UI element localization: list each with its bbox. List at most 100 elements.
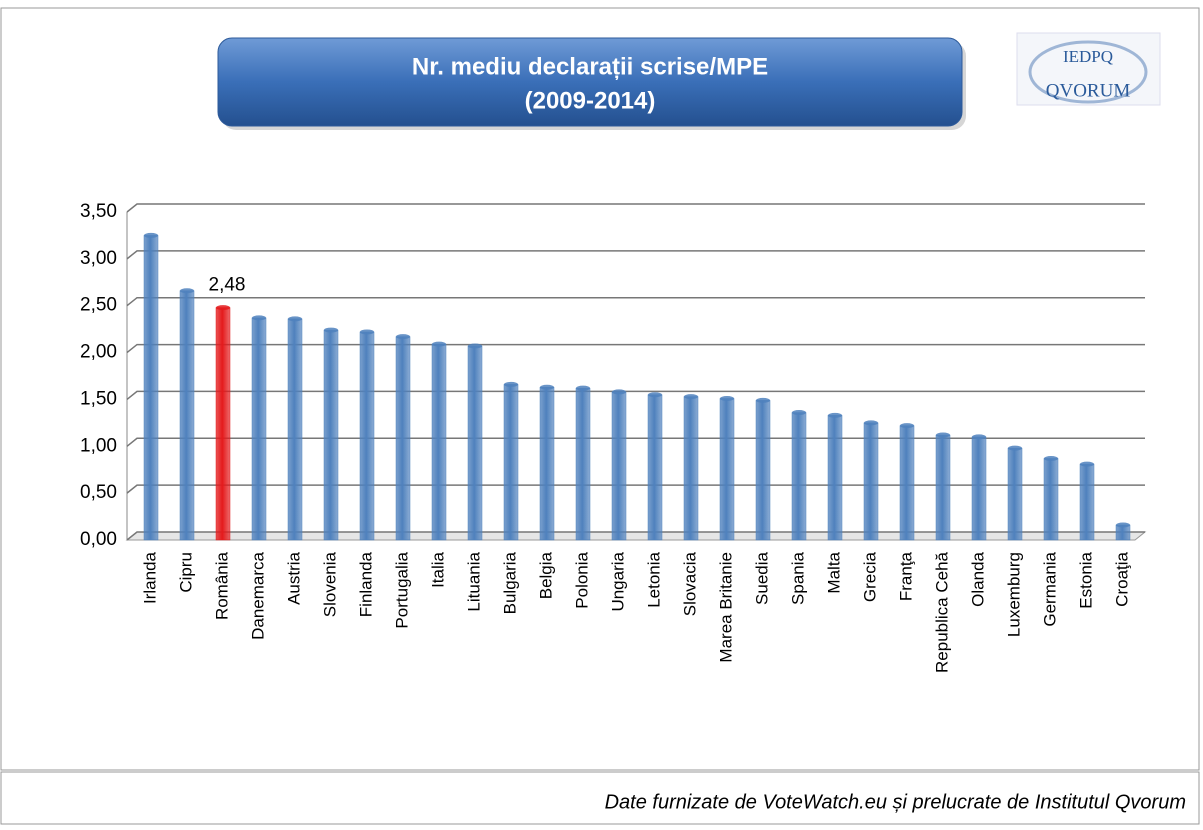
bar: [431, 343, 447, 541]
logo-text: IEDPQ: [1063, 47, 1113, 66]
x-tick-label: Portugalia: [392, 551, 411, 628]
bar: [251, 317, 267, 541]
y-tick-label: 1,50: [80, 388, 117, 409]
bar: [143, 235, 159, 541]
bar-top: [720, 395, 734, 401]
x-tick-label: Slovenia: [320, 551, 339, 617]
bar: [575, 387, 591, 541]
y-tick-label: 0,00: [80, 529, 117, 550]
x-tick-label: Bulgaria: [500, 551, 519, 614]
bar-top: [756, 397, 770, 403]
x-tick-label: Polonia: [572, 551, 591, 608]
bar: [791, 412, 807, 541]
x-tick-label: Irlanda: [140, 551, 159, 604]
x-tick-label: Olanda: [968, 551, 987, 606]
y-tick-label: 0,50: [80, 482, 117, 503]
bar-top: [288, 316, 302, 322]
bar-top: [1008, 445, 1022, 451]
x-tick-label: Ungaria: [608, 551, 627, 611]
bar-top: [828, 412, 842, 418]
bar-top: [360, 329, 374, 335]
bar-top: [432, 341, 446, 347]
grid-line: [126, 296, 1145, 307]
y-tick-label: 3,00: [80, 248, 117, 269]
bar-top: [216, 305, 230, 311]
grid-line: [126, 484, 1145, 494]
y-tick-label: 2,00: [80, 342, 117, 363]
bar-top: [144, 232, 158, 238]
footer-frame: [0, 771, 1200, 825]
bar: [719, 398, 735, 541]
bar: [935, 434, 951, 541]
logo-ring: [1028, 40, 1148, 104]
bar-top: [972, 434, 986, 440]
grid-line: [126, 390, 1145, 401]
bar: [863, 422, 879, 541]
x-tick-label: Lituania: [464, 551, 483, 611]
bar: [215, 307, 231, 541]
bar: [683, 396, 699, 541]
x-tick-label: Belgia: [536, 551, 555, 599]
bar: [539, 386, 555, 541]
footer: Date furnizate de VoteWatch.eu și preluc…: [605, 791, 1186, 813]
bar: [1079, 463, 1095, 541]
x-tick-label: Suedia: [752, 551, 771, 604]
bar: [503, 384, 519, 541]
y-tick-label: 3,50: [80, 201, 117, 222]
bar: [971, 436, 987, 541]
x-tick-label: Grecia: [860, 551, 879, 602]
y-tick-label: 1,00: [80, 435, 117, 456]
bar-top: [792, 410, 806, 416]
x-tick-label: Danemarca: [248, 551, 267, 639]
title: (2009-2014): [525, 87, 656, 114]
bar: [1007, 447, 1023, 541]
bar-top: [684, 394, 698, 400]
bar: [827, 415, 843, 541]
grid-line: [126, 343, 1145, 354]
bar: [467, 345, 483, 541]
x-tick-label: Republica Cehă: [932, 551, 951, 673]
bar-top: [648, 392, 662, 398]
bar-top: [612, 389, 626, 395]
x-tick-label: România: [212, 551, 231, 620]
logo-text: QVORUM: [1046, 80, 1131, 101]
x-tick-label: Malta: [824, 551, 843, 593]
grid-line: [126, 250, 1145, 260]
x-tick-label: Cipru: [176, 552, 195, 593]
bar-top: [324, 327, 338, 333]
x-tick-label: Luxemburg: [1004, 552, 1023, 637]
x-tick-label: Austria: [284, 551, 303, 604]
bar: [1043, 458, 1059, 541]
floor: [125, 531, 1147, 541]
bar-top: [180, 288, 194, 294]
grid-line: [126, 437, 1145, 447]
data-label: 2,48: [209, 275, 246, 296]
bar-top: [396, 334, 410, 340]
x-tick-label: Germania: [1040, 551, 1059, 626]
x-tick-label: Finlanda: [356, 551, 375, 617]
bar: [323, 329, 339, 541]
title: Nr. mediu declarații scrise/MPE: [412, 53, 768, 80]
x-tick-label: Letonia: [644, 551, 663, 607]
x-tick-label: Spania: [788, 551, 807, 604]
bar: [611, 391, 627, 541]
bar-top: [576, 385, 590, 391]
grid-line: [126, 531, 1145, 541]
x-tick-label: Italia: [428, 551, 447, 587]
logo: [1016, 32, 1161, 106]
x-tick-label: Marea Britanie: [716, 552, 735, 663]
x-tick-label: Slovacia: [680, 551, 699, 616]
bar-top: [1044, 455, 1058, 461]
x-tick-label: Franţa: [896, 551, 915, 601]
bar-top: [468, 343, 482, 349]
x-tick-label: Estonia: [1076, 551, 1095, 608]
bar-top: [936, 432, 950, 438]
bar: [899, 425, 915, 541]
bar-top: [864, 420, 878, 426]
grid-line: [126, 203, 1145, 213]
bar-top: [1116, 522, 1130, 528]
bar-top: [900, 423, 914, 429]
title-box: [217, 37, 963, 127]
bar-top: [540, 384, 554, 390]
